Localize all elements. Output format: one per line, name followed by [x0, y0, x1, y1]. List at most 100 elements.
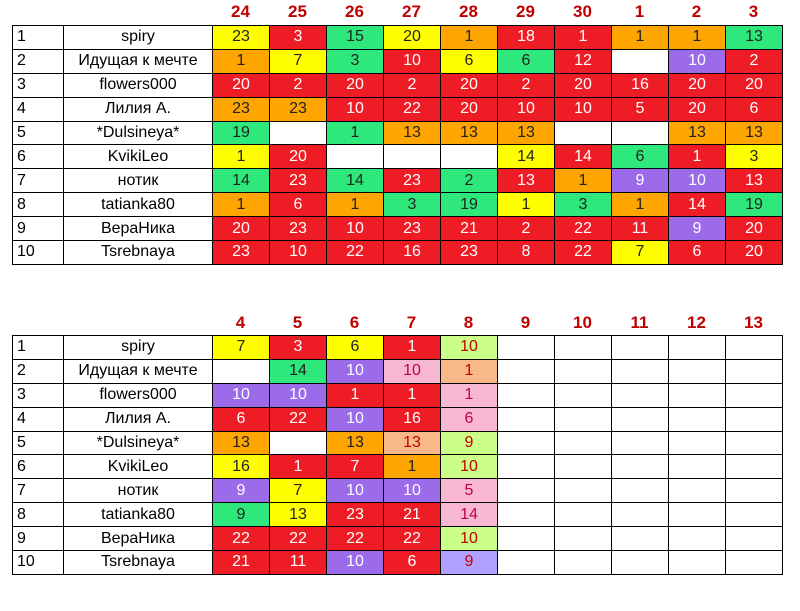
table2: 1 spiry 7 3 6 1 10 2 Идущая к мечте 14 10 10 1 3 flowe…	[12, 335, 783, 575]
day-header: 12	[687, 313, 706, 332]
score-cell: 1	[611, 192, 669, 218]
score-cell: 13	[497, 120, 555, 146]
score-cell	[611, 382, 669, 408]
row-number: 6	[12, 454, 64, 480]
score-cell: 10	[269, 240, 327, 265]
table2-day-header: 4 5 6 7 8 9 10 11 12 13	[212, 313, 782, 333]
score-cell: 10	[326, 478, 384, 504]
score-cell: 20	[440, 96, 498, 122]
table-row: 3 flowers000 20 2 20 2 20 2 20 16 20 20	[12, 72, 783, 98]
score-cell: 1	[554, 168, 612, 194]
score-cell: 1	[383, 382, 441, 408]
table-row: 8 tatianka80 9 13 23 21 14	[12, 502, 783, 528]
score-cell: 23	[440, 240, 498, 265]
score-cell	[668, 526, 726, 552]
participant-name: ВераНика	[63, 526, 213, 552]
row-number: 3	[12, 72, 64, 98]
score-cell: 13	[383, 430, 441, 456]
participant-name: Tsrebnaya	[63, 550, 213, 575]
score-cell	[725, 454, 783, 480]
score-cell: 13	[725, 25, 783, 50]
score-cell: 10	[326, 96, 384, 122]
table-row: 10 Tsrebnaya 21 11 10 6 9	[12, 550, 783, 575]
row-number: 4	[12, 96, 64, 122]
participant-name: tatianka80	[63, 192, 213, 218]
participant-name: *Dulsineya*	[63, 120, 213, 146]
day-header: 4	[235, 313, 246, 332]
score-cell: 3	[326, 48, 384, 74]
score-cell: 8	[497, 240, 555, 265]
score-cell: 7	[269, 48, 327, 74]
score-cell: 13	[668, 120, 726, 146]
row-number: 2	[12, 48, 64, 74]
score-cell: 19	[440, 192, 498, 218]
score-cell	[497, 526, 555, 552]
score-cell: 2	[725, 48, 783, 74]
score-cell: 10	[668, 168, 726, 194]
score-cell: 20	[668, 72, 726, 98]
score-cell: 20	[212, 72, 270, 98]
score-cell: 10	[326, 406, 384, 432]
score-cell: 7	[212, 335, 270, 360]
score-table-1: 1 spiry 23 3 15 20 1 18 1 1 1 13 2 Идущая к мечте 1 7 3 1…	[12, 25, 783, 265]
score-cell: 22	[383, 526, 441, 552]
score-cell: 9	[440, 550, 498, 575]
score-cell: 22	[554, 216, 612, 242]
row-number: 2	[12, 358, 64, 384]
table-row: 10 Tsrebnaya 23 10 22 16 23 8 22 7 6 20	[12, 240, 783, 265]
score-cell	[554, 335, 612, 360]
score-cell: 10	[497, 96, 555, 122]
score-cell: 1	[440, 358, 498, 384]
score-cell: 3	[383, 192, 441, 218]
score-cell	[611, 478, 669, 504]
score-cell: 13	[212, 430, 270, 456]
row-number: 6	[12, 144, 64, 170]
score-cell: 10	[440, 454, 498, 480]
score-cell: 13	[440, 120, 498, 146]
score-cell	[269, 120, 327, 146]
participant-name: spiry	[63, 25, 213, 50]
table-row: 6 KvikiLeo 16 1 7 1 10	[12, 454, 783, 480]
score-cell	[668, 454, 726, 480]
score-cell	[668, 550, 726, 575]
score-cell: 6	[668, 240, 726, 265]
row-number: 9	[12, 216, 64, 242]
score-cell	[611, 430, 669, 456]
row-number: 7	[12, 168, 64, 194]
score-cell: 6	[725, 96, 783, 122]
table1-day-header: 24 25 26 27 28 29 30 1 2 3	[212, 2, 782, 22]
day-header: 24	[231, 2, 250, 21]
day-header: 9	[520, 313, 531, 332]
participant-name: Идущая к мечте	[63, 48, 213, 74]
table1: 1 spiry 23 3 15 20 1 18 1 1 1 13 2 Идущая к мечте 1 7 3 1…	[12, 25, 783, 265]
score-cell	[497, 406, 555, 432]
participant-name: Tsrebnaya	[63, 240, 213, 265]
participant-name: Лилия А.	[63, 96, 213, 122]
score-cell	[668, 406, 726, 432]
table-row: 1 spiry 7 3 6 1 10	[12, 335, 783, 360]
score-cell: 1	[212, 48, 270, 74]
day-header: 1	[634, 2, 645, 21]
score-cell: 2	[440, 168, 498, 194]
row-number: 10	[12, 240, 64, 265]
score-cell	[611, 406, 669, 432]
score-cell: 10	[383, 358, 441, 384]
score-cell: 2	[497, 72, 555, 98]
score-cell: 3	[269, 25, 327, 50]
score-cell: 23	[269, 168, 327, 194]
score-cell	[212, 358, 270, 384]
score-cell: 7	[269, 478, 327, 504]
score-cell: 1	[326, 382, 384, 408]
score-cell	[668, 430, 726, 456]
table-row: 7 нотик 9 7 10 10 5	[12, 478, 783, 504]
row-number: 8	[12, 192, 64, 218]
score-cell: 1	[497, 192, 555, 218]
score-cell	[725, 382, 783, 408]
score-cell: 23	[212, 96, 270, 122]
score-cell	[554, 502, 612, 528]
day-header: 10	[573, 313, 592, 332]
row-number: 4	[12, 406, 64, 432]
score-cell: 22	[383, 96, 441, 122]
score-cell: 6	[383, 550, 441, 575]
score-cell: 20	[668, 96, 726, 122]
